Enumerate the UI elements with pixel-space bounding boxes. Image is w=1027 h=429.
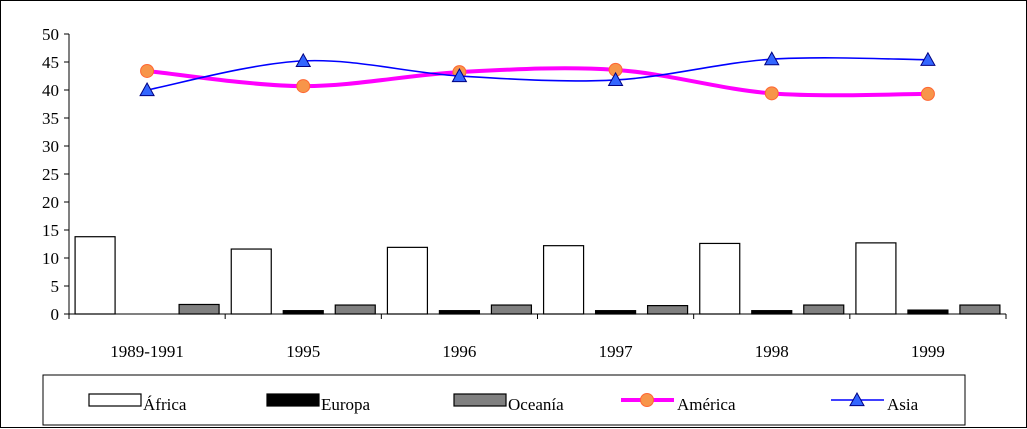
bar-áfrica: [542, 245, 585, 315]
legend-swatch-oceanía: [453, 393, 507, 407]
y-tick-label: 50: [42, 25, 59, 44]
bar-europa: [907, 309, 949, 315]
legend-swatch-áfrica: [88, 393, 142, 407]
bar-europa: [438, 310, 481, 315]
bar-áfrica: [855, 242, 897, 315]
legend-label: Oceanía: [508, 395, 564, 414]
x-tick-label: 1995: [286, 342, 320, 361]
point-asia: [139, 81, 155, 97]
bar-oceanía: [334, 304, 376, 315]
point-américa: [140, 63, 155, 78]
x-tick-label: 1998: [755, 342, 789, 361]
point-asia: [451, 67, 468, 83]
bar-áfrica: [699, 242, 741, 315]
point-américa: [296, 79, 311, 94]
bar-áfrica: [386, 246, 429, 315]
legend-label: Europa: [321, 395, 371, 414]
y-tick-label: 35: [42, 109, 59, 128]
bar-oceanía: [959, 304, 1001, 315]
point-asia: [607, 71, 624, 87]
legend-label: Asia: [887, 395, 919, 414]
x-tick-label: 1989-1991: [110, 342, 184, 361]
x-tick-label: 1996: [442, 342, 476, 361]
bar-oceanía: [178, 303, 220, 315]
line-américa: [146, 66, 928, 98]
legend-marker: [640, 393, 654, 407]
axes: [64, 33, 1007, 319]
bar-oceanía: [490, 304, 533, 315]
y-tick-label: 5: [51, 277, 60, 296]
point-asia: [295, 52, 312, 67]
y-tick-label: 30: [42, 137, 59, 156]
point-asia: [920, 51, 936, 66]
bar-áfrica: [74, 236, 116, 315]
tick-labels: 0 5 10 15 20 25 30 35 40 45 50 1989-1991 1995 1996 199…: [42, 25, 945, 361]
legend: África Europa Oceanía América Asia: [42, 374, 966, 426]
y-tick-label: 0: [51, 305, 60, 324]
legend-swatch-europa: [266, 393, 320, 407]
y-tick-label: 15: [42, 221, 59, 240]
point-américa: [920, 86, 935, 101]
bar-oceanía: [646, 305, 689, 315]
bars: [74, 236, 1001, 315]
x-tick-label: 1997: [599, 342, 634, 361]
y-tick-label: 45: [42, 53, 59, 72]
x-tick-label: 1999: [911, 342, 945, 361]
point-asia: [763, 51, 780, 66]
bar-áfrica: [230, 248, 272, 315]
y-tick-label: 10: [42, 249, 59, 268]
y-tick-label: 40: [42, 81, 59, 100]
y-tick-label: 20: [42, 193, 59, 212]
bar-europa: [751, 310, 793, 315]
line-asia: [146, 57, 928, 91]
point-américa: [764, 86, 779, 101]
bar-europa: [282, 310, 324, 315]
legend-label: América: [677, 395, 736, 414]
bar-europa: [594, 310, 637, 315]
y-tick-label: 25: [42, 165, 59, 184]
legend-marker: [849, 391, 865, 407]
legend-label: África: [143, 395, 187, 414]
lines: [139, 51, 936, 101]
bar-oceanía: [803, 304, 845, 315]
